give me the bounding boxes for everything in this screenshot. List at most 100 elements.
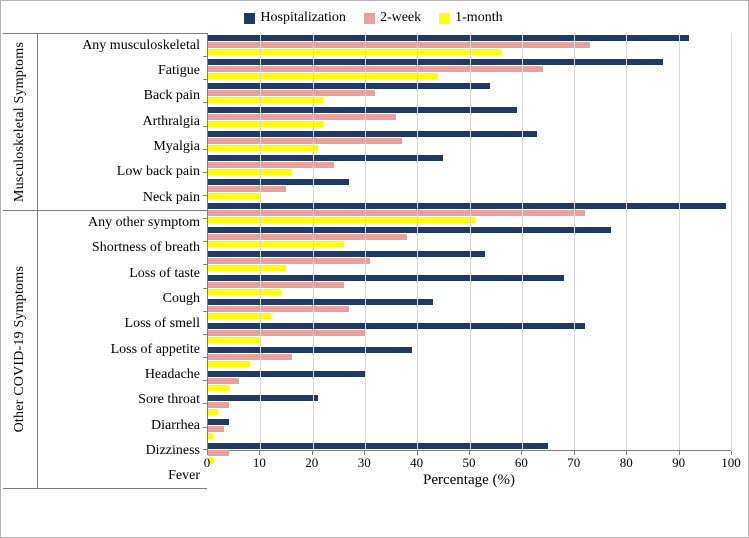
category-tick bbox=[203, 195, 208, 197]
bar-1-month bbox=[208, 409, 219, 415]
category-labels: Any musculoskeletal Fatigue Back pain Arthr… bbox=[38, 33, 207, 489]
bar-hospitalization bbox=[208, 371, 365, 377]
bar-1-month bbox=[208, 385, 229, 391]
x-tick bbox=[259, 450, 261, 455]
legend-item-hospitalization: Hospitalization bbox=[244, 10, 346, 26]
bar-1-month bbox=[208, 265, 287, 271]
bar-1-month bbox=[208, 361, 250, 367]
category-label: Back pain bbox=[143, 88, 200, 104]
bar-1-month bbox=[208, 289, 282, 295]
bar-hospitalization bbox=[208, 131, 538, 137]
bar-group-loss-of-taste bbox=[208, 249, 731, 273]
bar-hospitalization bbox=[208, 395, 318, 401]
bar-1-month bbox=[208, 217, 475, 223]
bar-group-any-musculoskeletal bbox=[208, 33, 731, 57]
x-tick-label: 0 bbox=[203, 454, 211, 470]
x-tick bbox=[207, 450, 208, 455]
x-tick bbox=[626, 450, 628, 455]
chart-legend: Hospitalization 2-week 1-month bbox=[3, 7, 744, 29]
bar-1-month bbox=[208, 313, 271, 319]
category-label: Loss of smell bbox=[124, 316, 200, 332]
category-label: Headache bbox=[144, 366, 200, 382]
bar-group-neck-pain bbox=[208, 177, 731, 201]
bar-2-week bbox=[208, 306, 350, 312]
bar-group-fever bbox=[208, 441, 731, 465]
plot-column: 0 10 20 30 40 50 60 70 80 90 100 Percentage (%) bbox=[203, 33, 741, 489]
bar-2-week bbox=[208, 90, 376, 96]
bar-2-week bbox=[208, 282, 344, 288]
category-tick bbox=[203, 426, 208, 428]
x-tick-label: 60 bbox=[514, 454, 528, 470]
category-label: Shortness of breath bbox=[91, 240, 200, 256]
x-tick-label: 50 bbox=[462, 454, 476, 470]
bar-group-back-pain bbox=[208, 81, 731, 105]
category-tick bbox=[203, 310, 208, 312]
gridline bbox=[260, 33, 262, 450]
category-tick bbox=[203, 56, 208, 58]
bar-hospitalization bbox=[208, 299, 433, 305]
bar-2-week bbox=[208, 42, 590, 48]
group-label-text: Other COVID-19 Symptoms bbox=[12, 266, 27, 433]
category-label: Dizziness bbox=[145, 442, 200, 458]
x-tick bbox=[678, 450, 680, 455]
legend-label: 1-month bbox=[455, 10, 503, 25]
x-tick-label: 40 bbox=[410, 454, 424, 470]
bar-rows bbox=[208, 33, 731, 463]
bar-hospitalization bbox=[208, 419, 229, 425]
x-axis-title: Percentage (%) bbox=[422, 472, 516, 488]
bar-group-low-back-pain bbox=[208, 153, 731, 177]
bar-2-week bbox=[208, 330, 365, 336]
bar-hospitalization bbox=[208, 59, 663, 65]
bar-group-loss-of-smell bbox=[208, 297, 731, 321]
bar-2-week bbox=[208, 354, 292, 360]
x-tick-label: 30 bbox=[357, 454, 371, 470]
bar-2-week bbox=[208, 450, 229, 456]
x-tick-label: 100 bbox=[721, 454, 741, 470]
bar-1-month bbox=[208, 97, 324, 103]
bar-group-diarrhea bbox=[208, 393, 731, 417]
bar-1-month bbox=[208, 121, 324, 127]
bar-group-dizziness bbox=[208, 417, 731, 441]
legend-swatch-icon bbox=[244, 12, 256, 24]
category-tick bbox=[203, 403, 208, 405]
x-tick-label: 90 bbox=[672, 454, 686, 470]
category-label: Cough bbox=[162, 290, 200, 306]
x-tick bbox=[416, 450, 418, 455]
chart-body: Musculoskeletal Symptoms Other COVID-19 S… bbox=[3, 33, 744, 489]
bar-group-cough bbox=[208, 273, 731, 297]
category-tick bbox=[203, 241, 208, 243]
gridline bbox=[521, 33, 523, 450]
bar-1-month bbox=[208, 145, 318, 151]
bar-2-week bbox=[208, 162, 334, 168]
x-tick bbox=[469, 450, 470, 455]
gridline bbox=[574, 33, 576, 450]
category-tick bbox=[203, 357, 208, 359]
x-tick bbox=[573, 450, 575, 455]
bar-hospitalization bbox=[208, 203, 726, 209]
bar-group-sore-throat bbox=[208, 369, 731, 393]
category-axis: Musculoskeletal Symptoms Other COVID-19 S… bbox=[3, 33, 207, 489]
bar-2-week bbox=[208, 426, 224, 432]
x-tick bbox=[521, 450, 523, 455]
category-tick bbox=[203, 287, 208, 289]
bar-2-week bbox=[208, 258, 371, 264]
bar-2-week bbox=[208, 186, 287, 192]
category-label: Diarrhea bbox=[151, 417, 200, 433]
bar-1-month bbox=[208, 337, 261, 343]
category-label: Sore throat bbox=[138, 392, 200, 408]
bar-1-month bbox=[208, 169, 292, 175]
category-tick bbox=[203, 218, 208, 220]
bar-2-week bbox=[208, 114, 397, 120]
category-label: Fever bbox=[168, 468, 200, 484]
category-tick bbox=[203, 448, 208, 450]
category-tick bbox=[203, 380, 208, 382]
category-tick bbox=[203, 125, 208, 127]
x-tick-label: 80 bbox=[619, 454, 633, 470]
x-axis: 0 10 20 30 40 50 60 70 80 90 100 bbox=[203, 450, 741, 470]
gridline bbox=[417, 33, 419, 450]
bar-group-fatigue bbox=[208, 57, 731, 81]
bar-hospitalization bbox=[208, 179, 350, 185]
bar-group-shortness-of-breath bbox=[208, 225, 731, 249]
category-label: Neck pain bbox=[142, 189, 200, 205]
legend-label: 2-week bbox=[379, 10, 422, 25]
